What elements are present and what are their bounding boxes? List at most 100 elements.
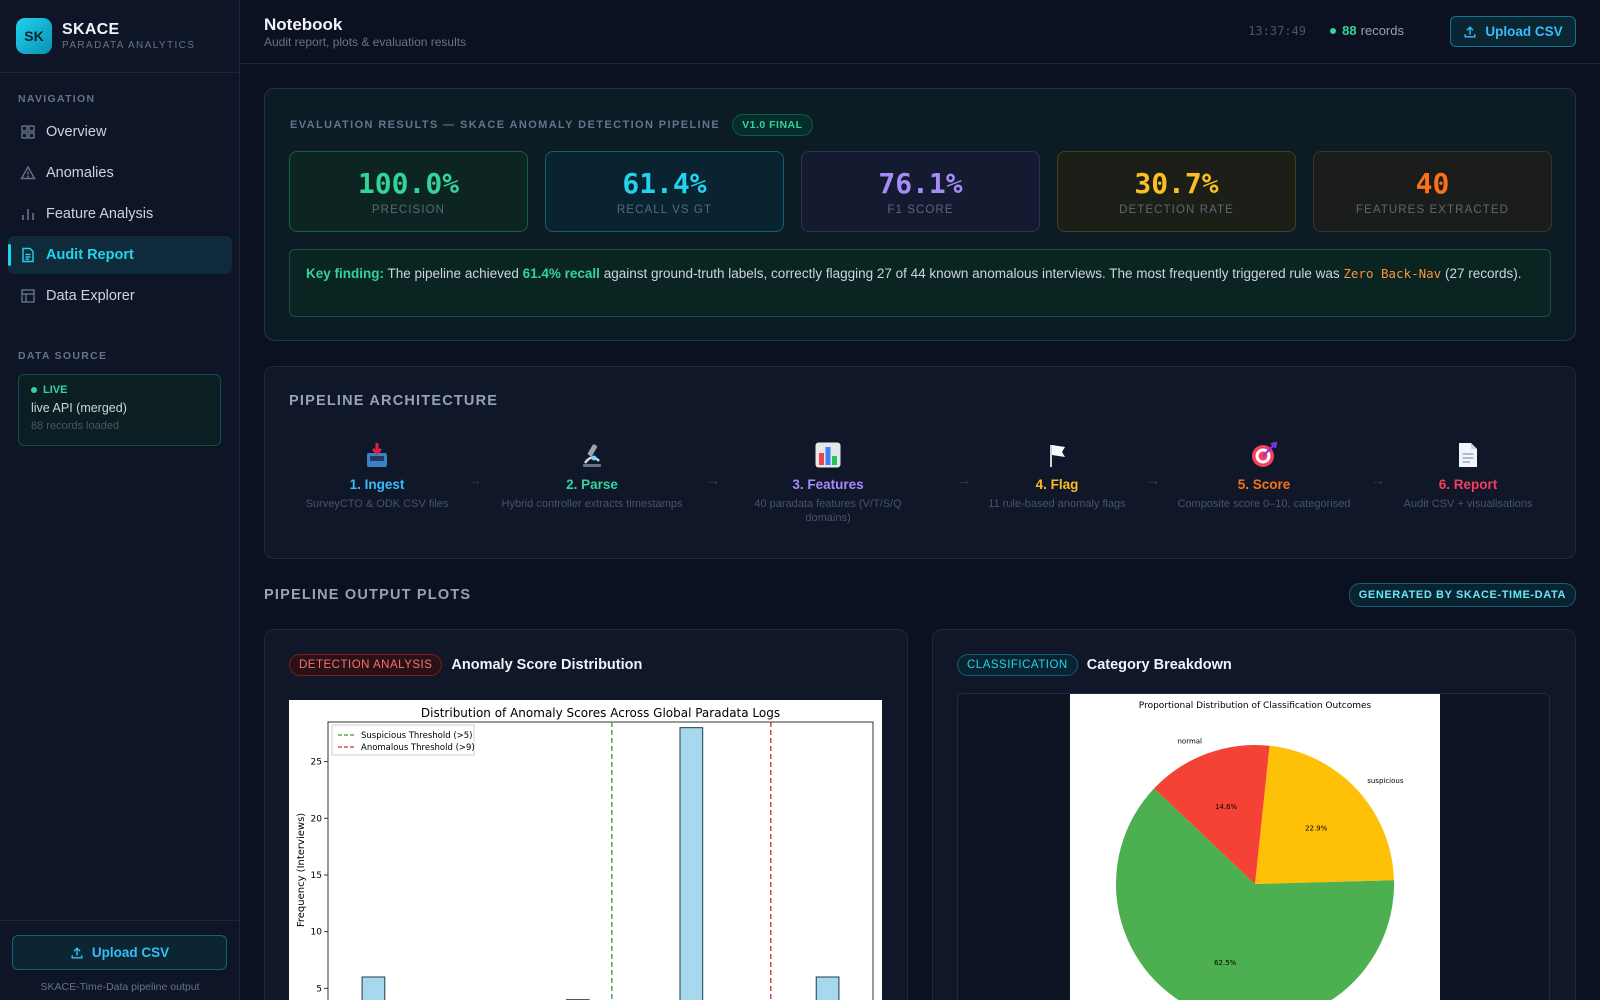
sidebar-item-label: Audit Report bbox=[46, 247, 134, 263]
category-breakdown-card: CLASSIFICATION Category Breakdown Propor… bbox=[932, 629, 1576, 1000]
page-subtitle: Audit report, plots & evaluation results bbox=[264, 35, 467, 49]
sidebar-nav: Overview Anomalies Feature Analysis Audi… bbox=[8, 113, 232, 318]
chart-title: Proportional Distribution of Classificat… bbox=[1139, 701, 1372, 711]
pie-percent-label: 14.6% bbox=[1215, 803, 1238, 811]
sidebar-item-feature-analysis[interactable]: Feature Analysis bbox=[8, 195, 232, 233]
pie-percent-label: 22.9% bbox=[1305, 824, 1328, 832]
grid-icon bbox=[21, 125, 35, 139]
histogram-plot: Distribution of Anomaly Scores Across Gl… bbox=[289, 700, 882, 1000]
metric-recall: 61.4% RECALL VS GT bbox=[545, 151, 784, 232]
pie-slice bbox=[1116, 788, 1394, 1000]
data-source-count: 88 records loaded bbox=[31, 420, 120, 432]
pie-plot-frame: Proportional Distribution of Classificat… bbox=[957, 693, 1550, 1000]
sidebar-item-overview[interactable]: Overview bbox=[8, 113, 232, 151]
document-icon bbox=[1459, 443, 1477, 467]
pipeline-arrow: → bbox=[468, 472, 482, 488]
upload-icon bbox=[1464, 25, 1476, 38]
pie-plot: Proportional Distribution of Classificat… bbox=[1070, 694, 1440, 1000]
document-icon bbox=[22, 247, 34, 263]
pie-category-label: normal bbox=[1177, 738, 1202, 746]
data-source-name: live API (merged) bbox=[31, 401, 127, 415]
sidebar-item-label: Feature Analysis bbox=[46, 206, 154, 222]
pipeline-step-ingest: 1. Ingest SurveyCTO & ODK CSV files bbox=[282, 439, 472, 511]
sidebar-item-audit-report[interactable]: Audit Report bbox=[8, 236, 232, 274]
flag-icon bbox=[1050, 445, 1065, 467]
bar-chart-icon bbox=[815, 442, 841, 468]
upload-icon bbox=[71, 946, 83, 959]
live-status: LIVE bbox=[31, 384, 208, 396]
inbox-tray-icon bbox=[367, 443, 387, 467]
classification-tag: CLASSIFICATION bbox=[957, 654, 1078, 676]
table-icon bbox=[21, 289, 35, 303]
pipeline-arrow: → bbox=[706, 472, 720, 488]
y-tick-label: 20 bbox=[311, 814, 323, 824]
navigation-label: NAVIGATION bbox=[18, 93, 96, 105]
data-source-card: LIVE live API (merged) 88 records loaded bbox=[18, 374, 221, 446]
pipeline-step-flag: 4. Flag 11 rule-based anomaly flags bbox=[962, 439, 1152, 511]
evaluation-results-panel: EVALUATION RESULTS — SKACE ANOMALY DETEC… bbox=[264, 88, 1576, 341]
pie-chart: Proportional Distribution of Classificat… bbox=[1116, 701, 1404, 1000]
pipeline-arrow: → bbox=[1146, 472, 1160, 488]
plots-section-title: PIPELINE OUTPUT PLOTS bbox=[264, 587, 472, 603]
pipeline-arrow: → bbox=[1371, 472, 1385, 488]
metric-precision: 100.0% PRECISION bbox=[289, 151, 528, 232]
score-distribution-card: DETECTION ANALYSIS Anomaly Score Distrib… bbox=[264, 629, 908, 1000]
pipeline-step-features: 3. Features 40 paradata features (V/T/S/… bbox=[733, 439, 923, 525]
bar-chart-icon bbox=[22, 209, 34, 220]
generated-by-badge: GENERATED BY SKACE-TIME-DATA bbox=[1348, 583, 1576, 607]
target-icon bbox=[1252, 441, 1278, 467]
plot-area bbox=[327, 721, 874, 1000]
evaluation-title: EVALUATION RESULTS — SKACE ANOMALY DETEC… bbox=[290, 119, 721, 131]
pie-slice bbox=[1255, 745, 1394, 884]
metric-features-extracted: 40 FEATURES EXTRACTED bbox=[1313, 151, 1552, 232]
pipeline-footer-text: SKACE-Time-Data pipeline output bbox=[40, 981, 200, 993]
pipeline-step-score: 5. Score Composite score 0–10, categoris… bbox=[1169, 439, 1359, 511]
y-tick-label: 15 bbox=[311, 871, 322, 881]
sidebar: SK SKACE PARADATA ANALYTICS NAVIGATION O… bbox=[0, 0, 240, 1000]
y-tick-label: 10 bbox=[311, 928, 323, 938]
pipeline-title: PIPELINE ARCHITECTURE bbox=[289, 393, 499, 409]
chart-title: Distribution of Anomaly Scores Across Gl… bbox=[421, 706, 780, 720]
histogram-chart: Distribution of Anomaly Scores Across Gl… bbox=[296, 706, 874, 1000]
status-dot-icon bbox=[31, 387, 37, 393]
y-tick-label: 25 bbox=[311, 758, 322, 768]
sidebar-item-anomalies[interactable]: Anomalies bbox=[8, 154, 232, 192]
pie-category-label: suspicious bbox=[1367, 777, 1404, 785]
sidebar-footer: Upload CSV SKACE-Time-Data pipeline outp… bbox=[0, 920, 240, 1000]
pipeline-step-report: 6. Report Audit CSV + visualisations bbox=[1373, 439, 1563, 511]
metric-f1-score: 76.1% F1 SCORE bbox=[801, 151, 1040, 232]
histogram-bar bbox=[361, 976, 386, 1000]
app-subtitle: PARADATA ANALYTICS bbox=[62, 40, 196, 51]
metric-cards: 100.0% PRECISION 61.4% RECALL VS GT 76.1… bbox=[289, 151, 1552, 232]
histogram-bar bbox=[679, 727, 704, 1000]
records-label: records bbox=[1360, 23, 1404, 38]
pie-percent-label: 62.5% bbox=[1214, 959, 1237, 967]
pipeline-step-parse: 2. Parse Hybrid controller extracts time… bbox=[497, 439, 687, 511]
clock: 13:37:49 bbox=[1248, 24, 1306, 38]
y-tick-label: 5 bbox=[316, 984, 322, 994]
metric-detection-rate: 30.7% DETECTION RATE bbox=[1057, 151, 1296, 232]
records-count: 88 bbox=[1342, 23, 1357, 38]
sidebar-item-label: Overview bbox=[46, 124, 107, 140]
pipeline-architecture-panel: PIPELINE ARCHITECTURE 1. Ingest SurveyCT… bbox=[264, 366, 1576, 559]
key-finding: Key finding: The pipeline achieved 61.4%… bbox=[289, 249, 1551, 317]
sidebar-item-label: Data Explorer bbox=[46, 288, 135, 304]
page-title: Notebook bbox=[264, 15, 343, 34]
app-name: SKACE bbox=[62, 21, 120, 38]
upload-csv-button[interactable]: Upload CSV bbox=[1450, 16, 1576, 47]
app-logo: SK bbox=[16, 18, 52, 54]
status-dot-icon bbox=[1330, 27, 1337, 34]
legend-box bbox=[331, 724, 475, 756]
category-breakdown-title: Category Breakdown bbox=[1086, 657, 1232, 673]
sidebar-item-label: Anomalies bbox=[46, 165, 114, 181]
top-header: Notebook Audit report, plots & evaluatio… bbox=[240, 0, 1600, 64]
version-badge: V1.0 FINAL bbox=[732, 114, 813, 136]
histogram-bar bbox=[815, 976, 840, 1000]
sidebar-upload-button[interactable]: Upload CSV bbox=[12, 935, 227, 970]
legend-label: Suspicious Threshold (>5) bbox=[361, 731, 472, 741]
microscope-icon bbox=[583, 444, 601, 467]
pie-slice bbox=[1154, 745, 1270, 884]
data-source-label: DATA SOURCE bbox=[18, 350, 108, 362]
sidebar-item-data-explorer[interactable]: Data Explorer bbox=[8, 277, 232, 315]
warning-triangle-icon bbox=[20, 165, 36, 180]
